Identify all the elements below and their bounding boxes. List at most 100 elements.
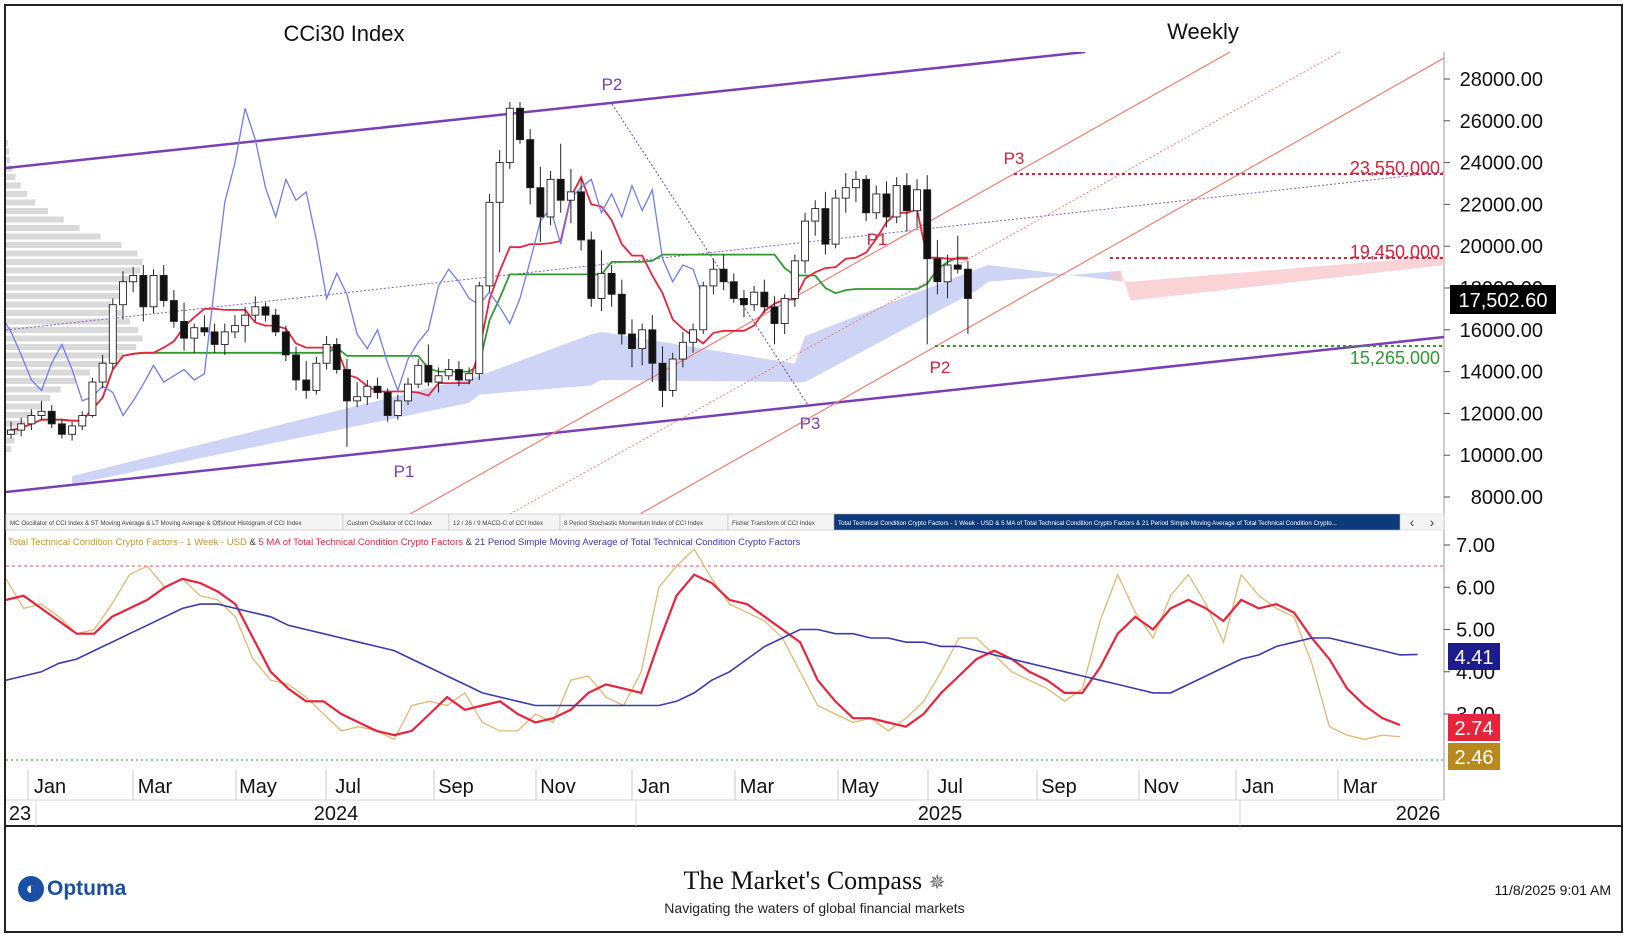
volume-profile-bar xyxy=(6,293,120,299)
indicator-axis: 7.006.005.004.003.00 xyxy=(1444,535,1495,726)
candle xyxy=(536,166,545,243)
candle xyxy=(312,356,321,395)
price-tick-label: 16000.00 xyxy=(1460,320,1543,342)
trendlines xyxy=(6,52,1444,514)
candle xyxy=(872,185,881,220)
volume-profile-bar xyxy=(6,318,130,325)
indicator-tab-strip: MC Oscillator of CCI Index & ST Moving A… xyxy=(5,513,1445,531)
candle-bearish xyxy=(536,187,545,218)
candle xyxy=(689,323,698,353)
volume-profile-bar xyxy=(6,446,12,452)
candle xyxy=(139,265,148,322)
last-price-value: 17,502.60 xyxy=(1459,290,1548,312)
optuma-logo-text: Optuma xyxy=(47,877,127,900)
candle-bullish xyxy=(393,400,402,416)
candle-bullish xyxy=(434,375,443,383)
candle xyxy=(505,101,514,169)
candle-bearish xyxy=(770,306,779,324)
candle xyxy=(913,179,921,228)
candle-bullish xyxy=(780,298,789,324)
candle xyxy=(322,336,331,370)
indicator-tick-label: 6.00 xyxy=(1456,577,1495,599)
candle xyxy=(444,359,453,380)
candle-bullish xyxy=(220,331,229,345)
month-label: Jan xyxy=(638,776,670,798)
candle-bearish xyxy=(963,268,972,299)
volume-profile-bar xyxy=(6,310,122,316)
candle-bullish xyxy=(251,306,260,316)
candle xyxy=(414,359,423,389)
time-axis: Jan Mar May Jul Sep Nov Jan Mar May Jul Sep Nov Jan M… xyxy=(6,770,1444,826)
candle-bullish xyxy=(119,281,127,306)
tab-next-button[interactable]: › xyxy=(1430,514,1435,530)
year-label: 23 xyxy=(9,803,31,825)
month-label: Mar xyxy=(740,776,775,798)
candle xyxy=(220,323,229,355)
candle-bearish xyxy=(169,300,178,322)
candle xyxy=(353,382,362,408)
candle-bearish xyxy=(862,178,871,214)
volume-profile-bar xyxy=(6,403,42,410)
candle xyxy=(831,189,840,249)
candle xyxy=(577,179,586,251)
indicator-series xyxy=(6,548,1418,741)
indicator-legend: Total Technical Condition Crypto Factors… xyxy=(8,537,801,548)
volume-profile-bar xyxy=(6,191,27,197)
price-tick-label: 26000.00 xyxy=(1460,111,1543,133)
candle-bearish xyxy=(740,298,748,306)
pivot-red-p1: P1 xyxy=(867,230,888,249)
candle xyxy=(516,101,524,144)
candle-bullish xyxy=(505,107,514,164)
candle-bullish xyxy=(7,429,15,435)
volume-profile-bar xyxy=(6,259,143,265)
candle xyxy=(454,361,463,387)
candle xyxy=(159,265,168,307)
tab-label-1: MC Oscillator of CCI Index & ST Moving A… xyxy=(10,520,303,527)
candle xyxy=(475,281,484,380)
candle-bullish xyxy=(88,381,97,416)
volume-profile-bar xyxy=(6,216,64,223)
month-label: May xyxy=(239,776,277,798)
candle-bullish xyxy=(465,373,474,381)
candle-bullish xyxy=(17,423,26,431)
candle xyxy=(57,419,66,439)
candle-bearish xyxy=(47,410,56,425)
candle-bullish xyxy=(108,304,117,364)
candle-bearish xyxy=(648,329,657,364)
volume-profile-bar xyxy=(6,242,122,248)
candle-bullish xyxy=(750,291,759,306)
candle-bullish xyxy=(78,415,87,427)
timestamp: 11/8/2025 9:01 AM xyxy=(1494,882,1612,898)
candle xyxy=(862,175,871,222)
volume-profile-bar xyxy=(6,276,132,282)
volume-profile-bar xyxy=(6,284,127,291)
candle xyxy=(363,379,372,406)
volume-profile-bar xyxy=(6,233,101,240)
candle-bullish xyxy=(913,189,921,212)
candle xyxy=(465,367,474,385)
candle-bearish xyxy=(516,107,524,141)
volume-profile-bar xyxy=(6,250,138,257)
pivot-red-p2: P2 xyxy=(930,358,951,377)
candle xyxy=(729,273,738,303)
candle xyxy=(933,239,942,295)
volume-profile-bar xyxy=(6,412,34,418)
candle-bullish xyxy=(699,285,708,331)
volume-profile-bar xyxy=(6,386,61,393)
candle-bearish xyxy=(902,185,911,212)
candle xyxy=(342,359,351,447)
candle-bearish xyxy=(292,354,300,381)
volume-profile-bar xyxy=(6,182,21,189)
candle xyxy=(841,173,850,213)
candle xyxy=(617,279,626,345)
candle xyxy=(119,271,127,320)
candle-bearish xyxy=(953,264,962,270)
optuma-logo: ◐ Optuma xyxy=(18,876,126,902)
indicator-tick-label: 5.00 xyxy=(1456,620,1495,642)
candle-bullish xyxy=(414,364,423,385)
tab-prev-button[interactable]: ‹ xyxy=(1410,514,1415,530)
candle-bearish xyxy=(271,314,280,333)
legend-sma21: 21 Period Simple Moving Average of Total… xyxy=(475,537,801,548)
candle-bearish xyxy=(200,327,209,333)
candle xyxy=(648,315,657,383)
